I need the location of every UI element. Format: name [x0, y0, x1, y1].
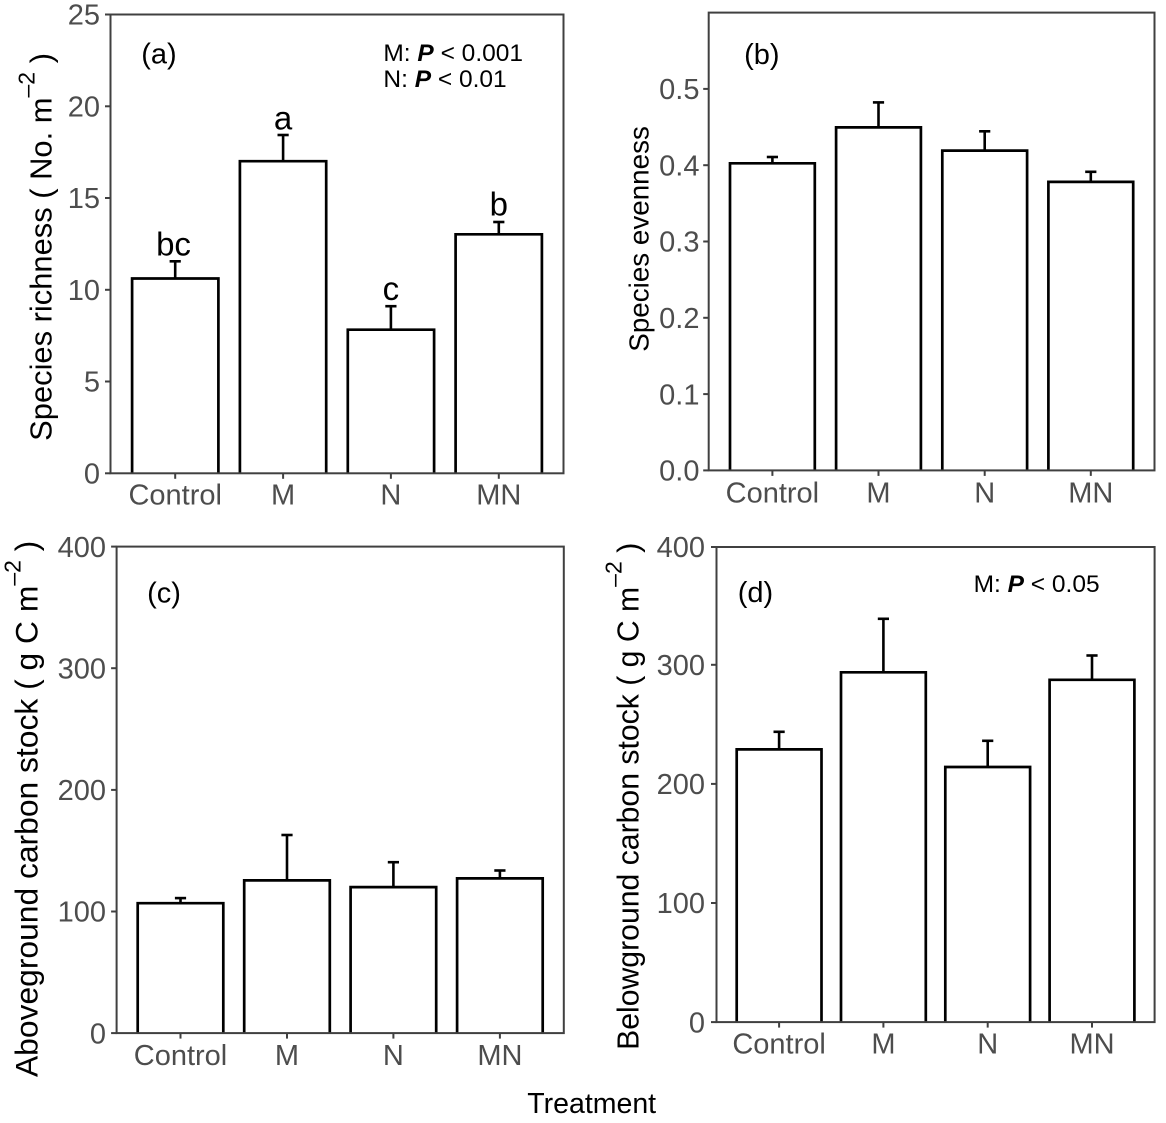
- svg-text:Treatment: Treatment: [527, 1088, 656, 1120]
- svg-text:(c): (c): [147, 578, 181, 610]
- svg-text:M: M: [275, 1040, 299, 1072]
- svg-text:0.1: 0.1: [659, 379, 699, 411]
- svg-text:Control: Control: [134, 1040, 228, 1072]
- svg-text:a: a: [274, 99, 293, 136]
- svg-text:0.3: 0.3: [659, 227, 699, 259]
- svg-text:0.4: 0.4: [659, 150, 699, 182]
- svg-text:MN: MN: [1069, 1029, 1114, 1061]
- svg-text:0.2: 0.2: [659, 303, 699, 335]
- svg-text:(a): (a): [141, 39, 176, 71]
- svg-text:0.5: 0.5: [659, 74, 699, 106]
- svg-text:bc: bc: [156, 226, 191, 263]
- svg-text:M: M: [866, 478, 890, 510]
- svg-text:(d): (d): [738, 577, 773, 609]
- svg-text:M: P < 0.001: M: P < 0.001: [383, 40, 523, 67]
- svg-text:MN: MN: [476, 480, 521, 512]
- svg-text:15: 15: [68, 183, 100, 215]
- svg-text:M: M: [871, 1029, 895, 1061]
- svg-text:N: N: [380, 480, 401, 512]
- svg-text:N: P < 0.01: N: P < 0.01: [383, 66, 506, 93]
- svg-text:M: P < 0.05: M: P < 0.05: [974, 571, 1100, 598]
- svg-text:Control: Control: [726, 478, 820, 510]
- svg-text:MN: MN: [1068, 478, 1113, 510]
- svg-text:Species evenness: Species evenness: [624, 126, 655, 352]
- svg-text:Control: Control: [128, 480, 222, 512]
- svg-text:0.0: 0.0: [659, 456, 699, 488]
- svg-text:0: 0: [689, 1007, 705, 1039]
- svg-text:200: 200: [58, 775, 106, 807]
- svg-text:MN: MN: [477, 1040, 522, 1072]
- svg-text:100: 100: [58, 897, 106, 929]
- svg-text:N: N: [974, 478, 995, 510]
- svg-text:10: 10: [68, 275, 100, 307]
- svg-text:25: 25: [68, 0, 100, 32]
- svg-text:b: b: [490, 186, 508, 223]
- svg-text:N: N: [977, 1029, 998, 1061]
- svg-text:M: M: [271, 480, 295, 512]
- svg-text:N: N: [383, 1040, 404, 1072]
- svg-text:20: 20: [68, 92, 100, 124]
- svg-text:0: 0: [84, 459, 100, 491]
- svg-text:300: 300: [58, 653, 106, 685]
- svg-text:200: 200: [657, 769, 705, 801]
- svg-text:100: 100: [657, 888, 705, 920]
- svg-text:c: c: [383, 270, 400, 307]
- svg-text:5: 5: [84, 367, 100, 399]
- svg-text:0: 0: [90, 1018, 106, 1050]
- svg-text:Control: Control: [732, 1029, 826, 1061]
- svg-text:300: 300: [657, 650, 705, 682]
- svg-text:400: 400: [58, 532, 106, 564]
- svg-text:400: 400: [657, 532, 705, 564]
- svg-text:(b): (b): [744, 39, 779, 71]
